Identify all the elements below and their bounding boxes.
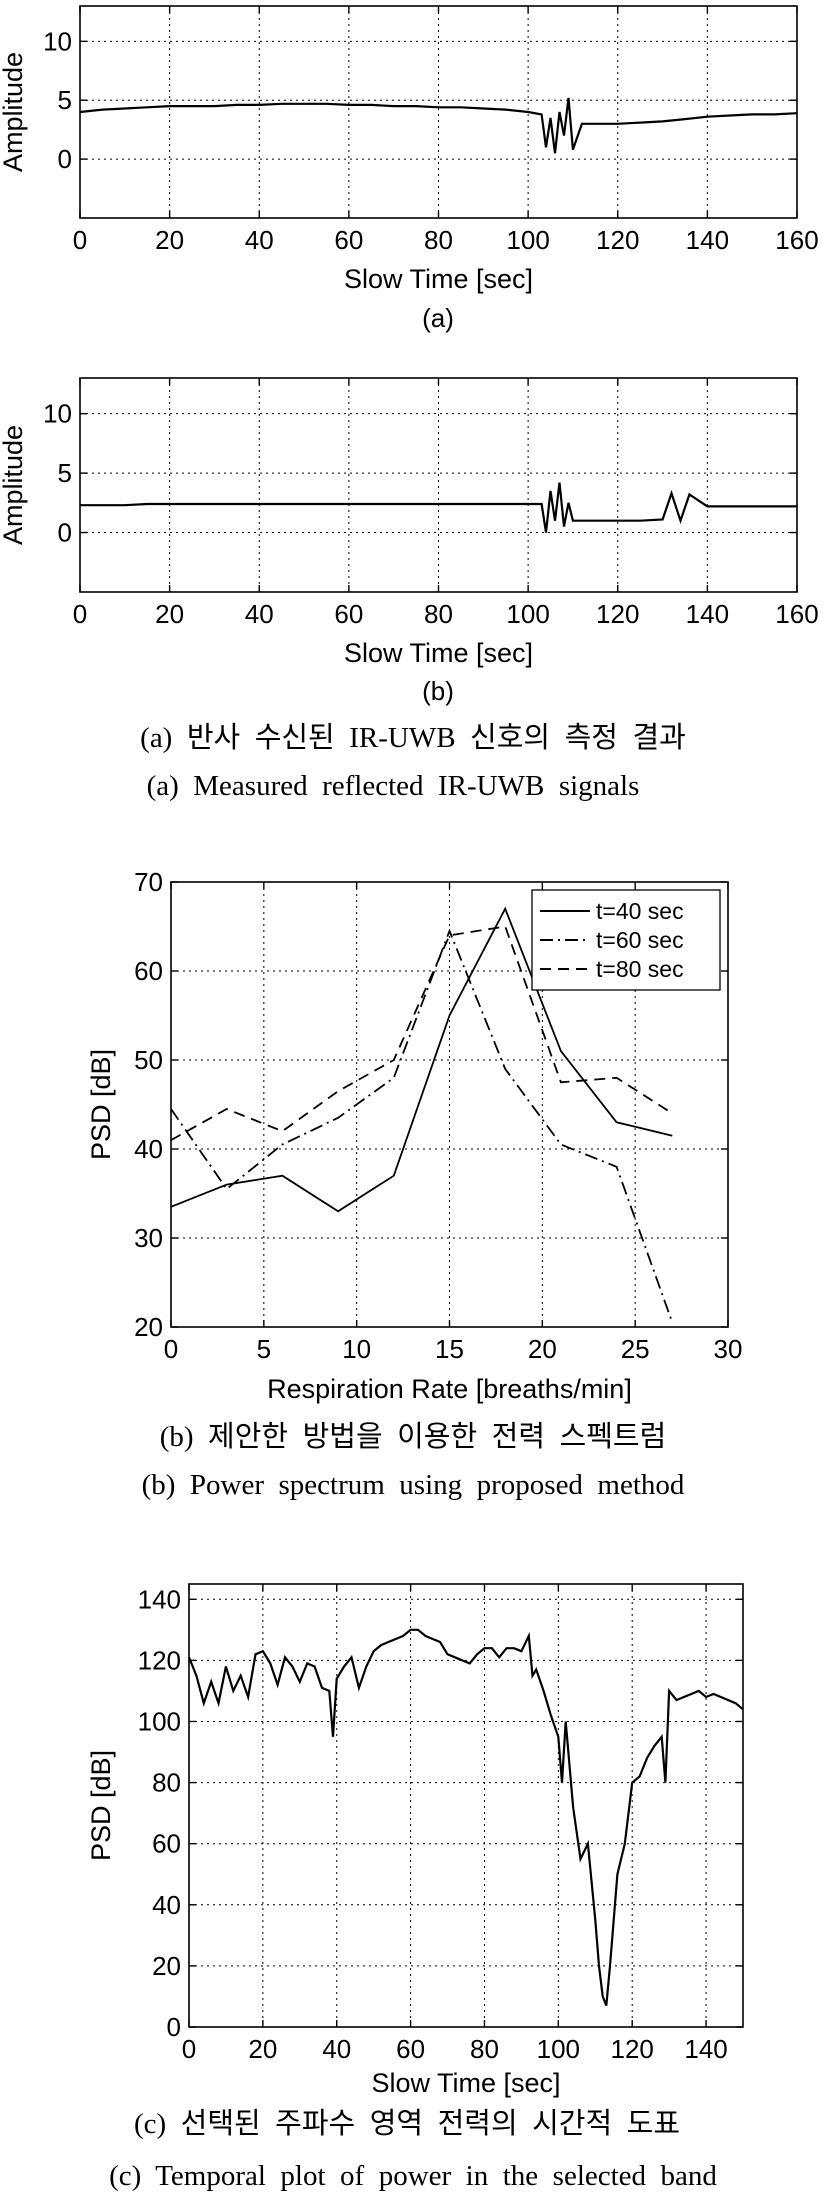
chart-b-xlabel: Slow Time [sec]: [344, 638, 533, 668]
chart-a-xtick-label: 120: [596, 225, 639, 255]
chart-d-ytick-label: 40: [152, 1890, 181, 1920]
chart-d-xtick-label: 0: [182, 2034, 196, 2064]
chart-c-series-2-line: [170, 928, 674, 1323]
chart-c-legend: t=40 sec t=60 sec t=80 sec: [531, 889, 721, 991]
chart-c-ytick-label: 70: [134, 867, 163, 897]
chart-d-ytick-label: 100: [138, 1706, 181, 1736]
chart-d-ylabel: PSD [dB]: [86, 1750, 116, 1861]
chart-d-ytick-label: 140: [138, 1584, 181, 1614]
chart-b-xtick-label: 160: [775, 599, 818, 629]
chart-a-ytick-label: 0: [58, 144, 72, 174]
chart-a-xtick-label: 100: [506, 225, 549, 255]
chart-a-ytick-label: 10: [43, 26, 72, 56]
chart-a-series-1-line: [79, 97, 798, 154]
chart-b-xtick-label: 120: [596, 599, 639, 629]
chart-a-xtick-label: 40: [245, 225, 274, 255]
chart-d-xlabel: Slow Time [sec]: [371, 2068, 560, 2098]
legend-label-2: t=60 sec: [596, 927, 684, 953]
chart-d-xtick-label: 100: [537, 2034, 580, 2064]
chart-c-xtick-label: 20: [528, 1334, 557, 1364]
chart-c: 0 5 10 15 20 25 30 20 30 40 50 60 70 Respiration Rate…: [86, 867, 742, 1404]
chart-d-xtick-label: 20: [248, 2034, 277, 2064]
chart-a-xtick-label: 60: [334, 225, 363, 255]
chart-c-xtick-label: 10: [342, 1334, 371, 1364]
caption-a-korean: (a) 반사 수신된 IR-UWB 신호의 측정 결과: [140, 722, 686, 754]
chart-a-ylabel: Amplitude: [0, 52, 28, 172]
chart-a-xtick-label: 140: [686, 225, 729, 255]
chart-c-series-1-line: [170, 906, 673, 1213]
chart-d-ytick-label: 0: [167, 2012, 181, 2042]
chart-d-xtick-label: 140: [684, 2034, 727, 2064]
chart-b-ylabel: Amplitude: [0, 425, 28, 545]
chart-a-xtick-label: 0: [73, 225, 87, 255]
chart-c-xtick-label: 25: [621, 1334, 650, 1364]
chart-b-ytick-label: 5: [58, 458, 72, 488]
chart-d-ytick-label: 120: [138, 1645, 181, 1675]
chart-b-xtick-label: 60: [334, 599, 363, 629]
caption-b-english: (b) Power spectrum using proposed method: [142, 1469, 685, 1501]
chart-a-xtick-label: 160: [775, 225, 818, 255]
chart-c-ytick-label: 30: [134, 1223, 163, 1253]
caption-a-english: (a) Measured reflected IR-UWB signals: [147, 770, 640, 802]
caption-b-korean: (b) 제안한 방법을 이용한 전력 스펙트럼: [160, 1420, 667, 1453]
chart-c-ytick-label: 40: [134, 1134, 163, 1164]
chart-c-xtick-label: 0: [164, 1334, 178, 1364]
chart-b-xtick-label: 100: [506, 599, 549, 629]
chart-d-xtick-label: 60: [396, 2034, 425, 2064]
chart-c-xtick-label: 15: [435, 1334, 464, 1364]
chart-d-xtick-label: 80: [470, 2034, 499, 2064]
chart-a-sublabel: (a): [422, 303, 454, 333]
chart-c-series-3-line: [170, 925, 673, 1141]
legend-label-1: t=40 sec: [596, 898, 684, 924]
chart-b-xtick-label: 20: [155, 599, 184, 629]
chart-d: 0 20 40 60 80 100 120 140 0 20 40 60 80 100 120 140 Slow…: [86, 1583, 744, 2098]
chart-c-xtick-label: 30: [714, 1334, 743, 1364]
chart-c-ytick-label: 20: [134, 1312, 163, 1342]
chart-a-xlabel: Slow Time [sec]: [344, 264, 533, 294]
legend-label-3: t=80 sec: [596, 956, 684, 982]
chart-a-xtick-label: 80: [424, 225, 453, 255]
caption-c-korean: (c) 선택된 주파수 영역 전력의 시간적 도표: [134, 2108, 680, 2140]
chart-b-ytick-label: 10: [43, 399, 72, 429]
chart-a: (a) 0 20 40 60 80 100 120 140 160 0 5 10 Slow Time […: [0, 5, 819, 333]
caption-c-english: (c) Temporal plot of power in the select…: [109, 2160, 717, 2192]
chart-c-ytick-label: 60: [134, 956, 163, 986]
chart-b: (b) 0 20 40 60 80 100 120 140 160 0 5 10 Slow Time […: [0, 377, 819, 706]
chart-b-xtick-label: 40: [245, 599, 274, 629]
chart-b-xtick-label: 0: [73, 599, 87, 629]
chart-d-ytick-label: 60: [152, 1829, 181, 1859]
chart-b-ytick-label: 0: [58, 518, 72, 548]
chart-c-ylabel: PSD [dB]: [86, 1049, 116, 1160]
chart-b-xtick-label: 80: [424, 599, 453, 629]
chart-b-sublabel: (b): [422, 676, 454, 706]
chart-b-series-1-line: [80, 482, 797, 533]
chart-d-series-1-line: [187, 1628, 744, 2007]
chart-a-ytick-label: 5: [58, 85, 72, 115]
chart-c-xtick-label: 5: [257, 1334, 271, 1364]
chart-c-ytick-label: 50: [134, 1045, 163, 1075]
chart-d-ytick-label: 20: [152, 1951, 181, 1981]
chart-a-xtick-label: 20: [155, 225, 184, 255]
chart-d-ytick-label: 80: [152, 1768, 181, 1798]
chart-d-xtick-label: 120: [611, 2034, 654, 2064]
chart-d-frame: [188, 1583, 744, 2028]
chart-c-xlabel: Respiration Rate [breaths/min]: [267, 1374, 632, 1404]
legend-box: [531, 889, 721, 991]
chart-d-xtick-label: 40: [322, 2034, 351, 2064]
chart-b-xtick-label: 140: [686, 599, 729, 629]
